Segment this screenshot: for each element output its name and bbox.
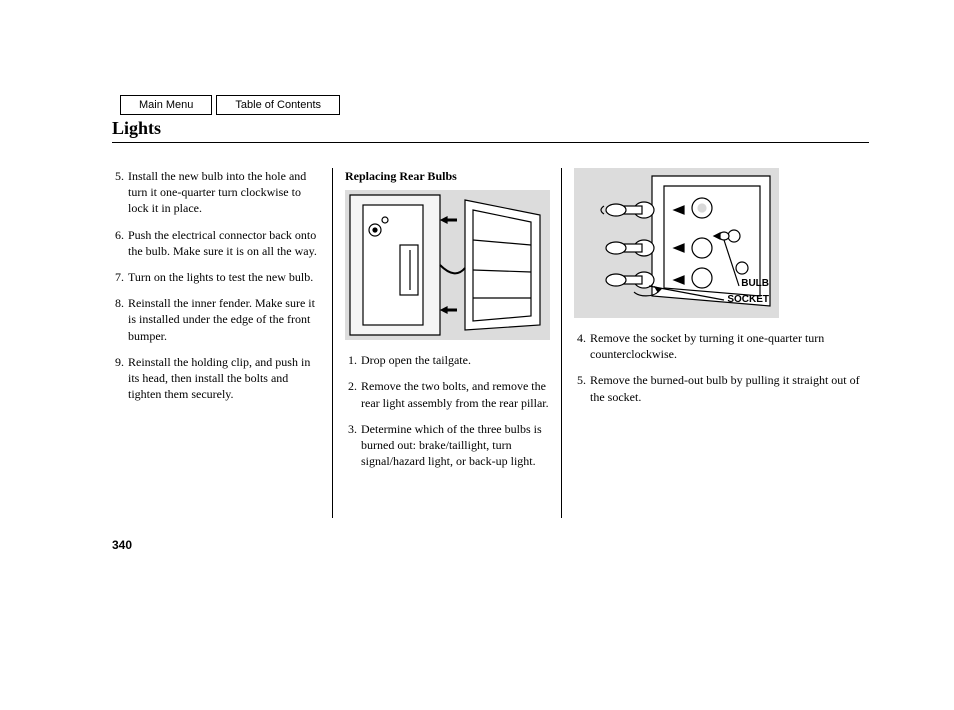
step-text: Turn on the lights to test the new bulb.: [128, 269, 320, 285]
step-num: 1.: [345, 352, 361, 368]
list-item: 7.Turn on the lights to test the new bul…: [112, 269, 320, 285]
main-menu-button[interactable]: Main Menu: [120, 95, 212, 115]
step-num: 3.: [345, 421, 361, 470]
list-item: 6.Push the electrical connector back ont…: [112, 227, 320, 259]
page-number: 340: [112, 538, 132, 552]
list-item: 8.Reinstall the inner fender. Make sure …: [112, 295, 320, 344]
step-text: Determine which of the three bulbs is bu…: [361, 421, 549, 470]
list-item: 5.Install the new bulb into the hole and…: [112, 168, 320, 217]
toc-button[interactable]: Table of Contents: [216, 95, 340, 115]
step-num: 5.: [574, 372, 590, 404]
step-num: 2.: [345, 378, 361, 410]
step-num: 9.: [112, 354, 128, 403]
content-columns: 5.Install the new bulb into the hole and…: [112, 168, 869, 518]
figure-label-bulb: BULB: [741, 277, 769, 291]
col3-steps: 4.Remove the socket by turning it one-qu…: [574, 330, 869, 405]
figure-socket: BULB SOCKET: [574, 168, 779, 318]
col1-steps: 5.Install the new bulb into the hole and…: [112, 168, 320, 402]
step-text: Drop open the tailgate.: [361, 352, 549, 368]
title-rule: [112, 142, 869, 143]
step-num: 5.: [112, 168, 128, 217]
step-num: 8.: [112, 295, 128, 344]
col2-steps: 1.Drop open the tailgate. 2.Remove the t…: [345, 352, 549, 469]
column-3: BULB SOCKET 4.Remove the socket by turni…: [574, 168, 869, 518]
step-text: Push the electrical connector back onto …: [128, 227, 320, 259]
step-text: Remove the socket by turning it one-quar…: [590, 330, 869, 362]
step-num: 4.: [574, 330, 590, 362]
step-num: 6.: [112, 227, 128, 259]
step-text: Reinstall the holding clip, and push in …: [128, 354, 320, 403]
nav-button-row: Main Menu Table of Contents: [120, 95, 340, 115]
tailgate-illustration: [345, 190, 550, 340]
list-item: 1.Drop open the tailgate.: [345, 352, 549, 368]
column-divider: [561, 168, 562, 518]
list-item: 4.Remove the socket by turning it one-qu…: [574, 330, 869, 362]
column-divider: [332, 168, 333, 518]
list-item: 3.Determine which of the three bulbs is …: [345, 421, 549, 470]
list-item: 5.Remove the burned-out bulb by pulling …: [574, 372, 869, 404]
step-num: 7.: [112, 269, 128, 285]
page-title: Lights: [112, 118, 161, 139]
step-text: Install the new bulb into the hole and t…: [128, 168, 320, 217]
figure-tailgate: [345, 190, 550, 340]
step-text: Reinstall the inner fender. Make sure it…: [128, 295, 320, 344]
step-text: Remove the two bolts, and remove the rea…: [361, 378, 549, 410]
step-text: Remove the burned-out bulb by pulling it…: [590, 372, 869, 404]
list-item: 2.Remove the two bolts, and remove the r…: [345, 378, 549, 410]
column-1: 5.Install the new bulb into the hole and…: [112, 168, 332, 518]
section-heading: Replacing Rear Bulbs: [345, 168, 549, 184]
column-2: Replacing Rear Bulbs: [345, 168, 561, 518]
list-item: 9.Reinstall the holding clip, and push i…: [112, 354, 320, 403]
figure-label-socket: SOCKET: [727, 293, 769, 307]
